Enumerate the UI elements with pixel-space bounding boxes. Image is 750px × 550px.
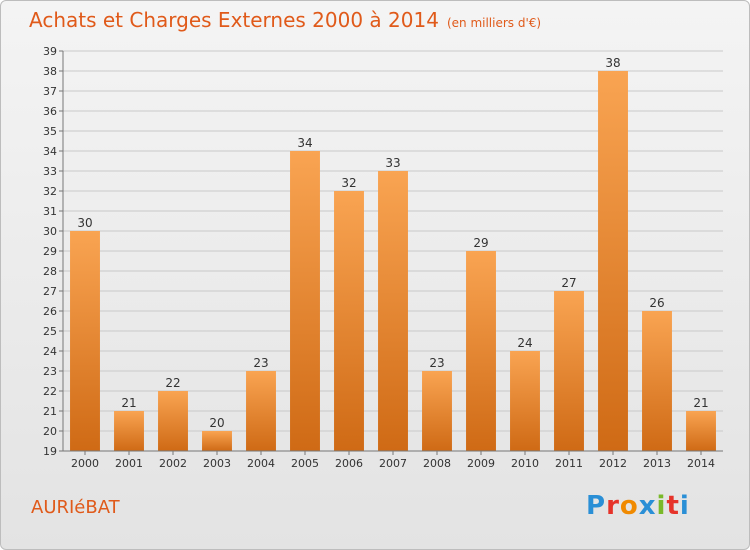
- bar-2012: [598, 71, 628, 451]
- y-tick-label: 25: [43, 325, 57, 338]
- data-label: 30: [77, 216, 92, 230]
- y-tick-label: 35: [43, 125, 57, 138]
- bar-2007: [378, 171, 408, 451]
- bar-2011: [554, 291, 584, 451]
- x-tick-label: 2011: [555, 457, 583, 470]
- commune-name: AURIéBAT: [31, 497, 120, 518]
- proxiti-logo[interactable]: Proxiti: [586, 491, 690, 521]
- chart-subtitle: (en milliers d'€): [446, 16, 542, 30]
- y-tick-label: 38: [43, 65, 57, 78]
- x-tick-label: 2006: [335, 457, 363, 470]
- data-label: 33: [385, 156, 400, 170]
- logo-letter: r: [606, 491, 620, 521]
- chart-title: Achats et Charges Externes 2000 à 2014 (e…: [29, 8, 541, 32]
- bar-2010: [510, 351, 540, 451]
- x-tick-label: 2008: [423, 457, 451, 470]
- data-label: 38: [605, 56, 620, 70]
- y-tick-label: 24: [43, 345, 57, 358]
- x-tick-label: 2010: [511, 457, 539, 470]
- x-tick-label: 2003: [203, 457, 231, 470]
- bar-2002: [158, 391, 188, 451]
- data-label: 23: [429, 356, 444, 370]
- data-label: 24: [517, 336, 532, 350]
- x-tick-label: 2001: [115, 457, 143, 470]
- x-tick-label: 2007: [379, 457, 407, 470]
- y-tick-label: 31: [43, 205, 57, 218]
- x-tick-label: 2005: [291, 457, 319, 470]
- data-label: 29: [473, 236, 488, 250]
- bar-2003: [202, 431, 232, 451]
- bar-2001: [114, 411, 144, 451]
- data-label: 20: [209, 416, 224, 430]
- bar-2005: [290, 151, 320, 451]
- logo-letter: t: [666, 491, 680, 521]
- bar-2013: [642, 311, 672, 451]
- x-tick-label: 2000: [71, 457, 99, 470]
- y-tick-label: 26: [43, 305, 57, 318]
- y-tick-label: 22: [43, 385, 57, 398]
- x-tick-label: 2002: [159, 457, 187, 470]
- y-tick-label: 19: [43, 445, 57, 458]
- y-tick-label: 32: [43, 185, 57, 198]
- y-tick-label: 29: [43, 245, 57, 258]
- y-tick-label: 39: [43, 45, 57, 58]
- logo-letter: o: [619, 491, 639, 521]
- y-tick-label: 21: [43, 405, 57, 418]
- y-tick-label: 36: [43, 105, 57, 118]
- data-label: 21: [693, 396, 708, 410]
- logo-letter: i: [656, 491, 667, 521]
- y-tick-label: 37: [43, 85, 57, 98]
- bars: 30 21 22 20 23 34 32 33 23 29 24 27 38 26 21: [70, 56, 716, 451]
- x-tick-label: 2009: [467, 457, 495, 470]
- data-label: 27: [561, 276, 576, 290]
- x-tick-label: 2004: [247, 457, 275, 470]
- x-tick-label: 2014: [687, 457, 715, 470]
- logo-letter: P: [586, 491, 607, 521]
- y-tick-label: 33: [43, 165, 57, 178]
- bar-2006: [334, 191, 364, 451]
- x-tick-label: 2012: [599, 457, 627, 470]
- data-label: 34: [297, 136, 312, 150]
- logo-letter: i: [679, 491, 690, 521]
- bar-2004: [246, 371, 276, 451]
- data-label: 22: [165, 376, 180, 390]
- chart-title-text: Achats et Charges Externes 2000 à 2014: [29, 8, 439, 32]
- data-label: 26: [649, 296, 664, 310]
- y-tick-label: 30: [43, 225, 57, 238]
- y-tick-label: 28: [43, 265, 57, 278]
- data-label: 32: [341, 176, 356, 190]
- y-axis: 19 20 21 22 23 24 25 26 27 28 29 30 31 32 33 34 35 36 37 38…: [43, 45, 64, 458]
- y-tick-label: 23: [43, 365, 57, 378]
- bar-2009: [466, 251, 496, 451]
- x-tick-label: 2013: [643, 457, 671, 470]
- bar-2014: [686, 411, 716, 451]
- logo-letter: x: [638, 491, 657, 521]
- y-tick-label: 20: [43, 425, 57, 438]
- y-tick-label: 34: [43, 145, 57, 158]
- data-label: 23: [253, 356, 268, 370]
- x-axis: 2000 2001 2002 2003 2004 2005 2006 2007 2008 2009…: [63, 450, 723, 470]
- y-tick-label: 27: [43, 285, 57, 298]
- bar-2008: [422, 371, 452, 451]
- data-label: 21: [121, 396, 136, 410]
- bar-2000: [70, 231, 100, 451]
